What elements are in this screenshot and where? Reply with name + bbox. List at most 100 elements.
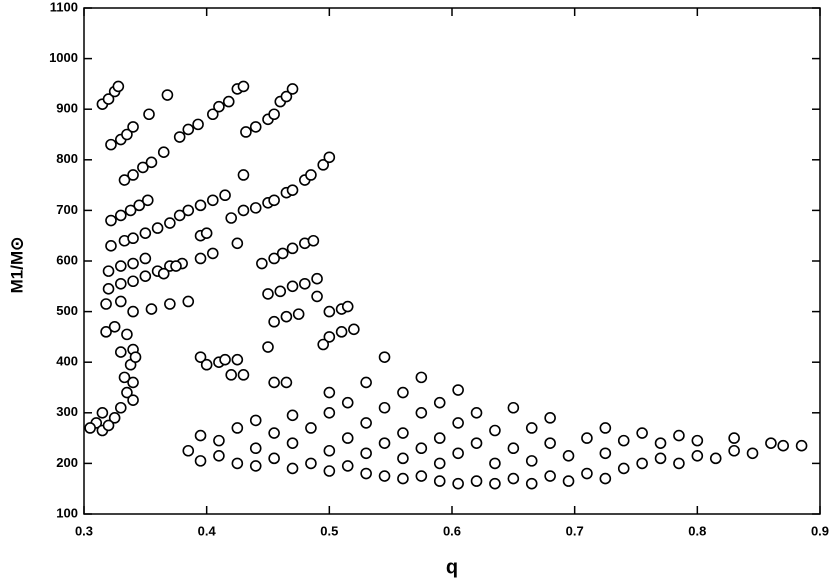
point: [127, 169, 139, 181]
point: [262, 341, 274, 353]
point: [323, 151, 336, 164]
point: [525, 477, 538, 490]
point: [108, 320, 121, 333]
point: [115, 260, 127, 272]
point: [305, 457, 317, 470]
y-tick-label: 200: [56, 455, 78, 470]
point: [268, 252, 280, 265]
point: [231, 457, 244, 470]
point: [121, 386, 133, 399]
point: [182, 295, 195, 308]
point: [96, 406, 109, 419]
point: [507, 472, 520, 485]
point: [433, 475, 446, 487]
point: [268, 427, 280, 439]
point: [182, 444, 195, 457]
point: [525, 422, 538, 434]
x-tick-label: 0.3: [75, 523, 93, 538]
point: [397, 386, 409, 399]
x-axis-label: q: [446, 556, 458, 578]
point: [415, 371, 428, 384]
point: [141, 194, 154, 207]
point: [323, 331, 336, 343]
point: [127, 394, 139, 406]
point: [194, 351, 207, 363]
point: [654, 437, 667, 449]
y-axis-label: M1/M⊙: [7, 237, 26, 294]
point: [157, 267, 170, 280]
point: [237, 369, 250, 381]
point: [115, 295, 127, 308]
point: [127, 257, 139, 270]
point: [139, 252, 152, 265]
point: [280, 90, 293, 103]
point: [102, 419, 115, 432]
point: [182, 204, 195, 217]
point: [137, 161, 149, 174]
point: [280, 376, 293, 389]
point: [151, 222, 164, 234]
x-tick-label: 0.9: [811, 523, 829, 538]
point: [194, 199, 207, 212]
point: [709, 452, 722, 465]
point: [305, 422, 317, 434]
point: [360, 376, 372, 389]
point: [105, 138, 117, 151]
point: [219, 189, 231, 202]
point: [507, 442, 520, 455]
point: [311, 272, 323, 285]
point: [286, 437, 299, 449]
point: [207, 194, 219, 207]
point: [268, 452, 280, 465]
point: [105, 214, 117, 227]
x-tick-label: 0.8: [688, 523, 706, 538]
point: [121, 328, 133, 341]
point: [307, 234, 320, 247]
point: [654, 452, 667, 465]
point: [617, 434, 630, 447]
point: [194, 455, 207, 467]
point: [286, 242, 299, 255]
point: [378, 351, 391, 363]
point: [489, 457, 501, 470]
point: [161, 89, 174, 101]
point: [348, 323, 360, 336]
point: [164, 217, 176, 229]
point: [581, 467, 593, 480]
x-tick-label: 0.7: [566, 523, 584, 538]
y-tick-label: 700: [56, 202, 78, 217]
point: [127, 232, 139, 245]
point: [397, 472, 409, 485]
point: [100, 298, 112, 310]
point: [222, 95, 235, 108]
point: [599, 472, 612, 485]
point: [317, 338, 330, 351]
point: [102, 93, 115, 105]
point: [397, 427, 409, 439]
point: [286, 462, 299, 475]
point: [544, 470, 556, 482]
point: [213, 434, 225, 447]
point: [256, 257, 268, 270]
point: [207, 108, 219, 121]
point: [100, 326, 112, 338]
point: [173, 131, 186, 143]
point: [127, 376, 139, 389]
point: [268, 108, 280, 121]
point: [194, 252, 207, 265]
point: [286, 184, 299, 196]
point: [341, 460, 354, 472]
point: [237, 204, 250, 217]
point: [323, 386, 336, 399]
point: [115, 346, 127, 358]
point: [378, 470, 391, 482]
point: [378, 401, 391, 414]
point: [470, 437, 483, 449]
point: [311, 290, 323, 303]
point: [298, 277, 311, 290]
point: [276, 247, 289, 260]
point: [360, 467, 372, 480]
point: [249, 442, 262, 455]
point: [139, 227, 152, 239]
